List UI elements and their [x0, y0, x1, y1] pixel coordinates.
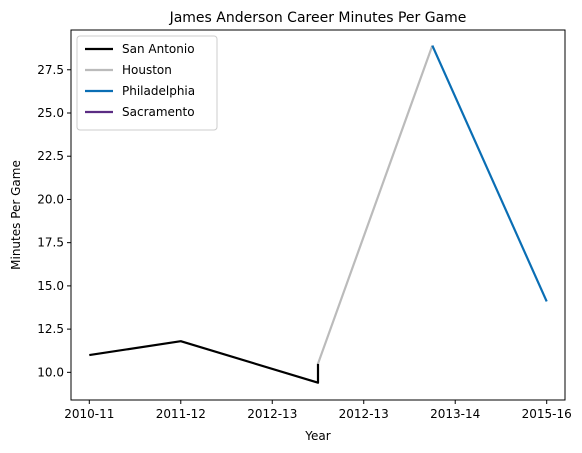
legend-label: Houston [122, 63, 172, 77]
y-tick-label: 10.0 [37, 365, 64, 379]
x-tick-label: 2013-14 [430, 407, 480, 421]
x-tick-label: 2012-13 [339, 407, 389, 421]
x-tick-label: 2010-11 [64, 407, 114, 421]
chart-title: James Anderson Career Minutes Per Game [169, 10, 467, 26]
plot-frame [70, 29, 566, 401]
y-tick-label: 25.0 [37, 106, 64, 120]
legend: San Antonio Houston Philadelphia Sacramento [76, 35, 218, 131]
x-tick-label: 2015-16 [522, 407, 572, 421]
legend-box [76, 35, 218, 131]
x-axis-title: Year [304, 429, 330, 443]
x-axis: 2010-11 2011-12 2012-13 2012-13 2013-14 2015-… [64, 400, 572, 421]
series-line-san-antonio [89, 340, 320, 384]
x-tick-label: 2012-13 [247, 407, 297, 421]
y-tick-label: 22.5 [37, 149, 64, 163]
y-axis: 10.0 12.5 15.0 17.5 20.0 22.5 25.0 27.5 [37, 63, 71, 379]
y-axis-title: Minutes Per Game [9, 160, 23, 270]
series-line-philadelphia [431, 45, 548, 302]
legend-label: Sacramento [122, 105, 195, 119]
legend-label: Philadelphia [122, 84, 195, 98]
x-tick-label: 2011-12 [156, 407, 206, 421]
y-tick-label: 17.5 [37, 236, 64, 250]
y-tick-label: 12.5 [37, 322, 64, 336]
y-tick-label: 20.0 [37, 192, 64, 206]
legend-label: San Antonio [122, 42, 195, 56]
y-tick-label: 15.0 [37, 279, 64, 293]
series-line-houston [316, 45, 434, 365]
series-layer [89, 45, 548, 384]
y-tick-label: 27.5 [37, 63, 64, 77]
